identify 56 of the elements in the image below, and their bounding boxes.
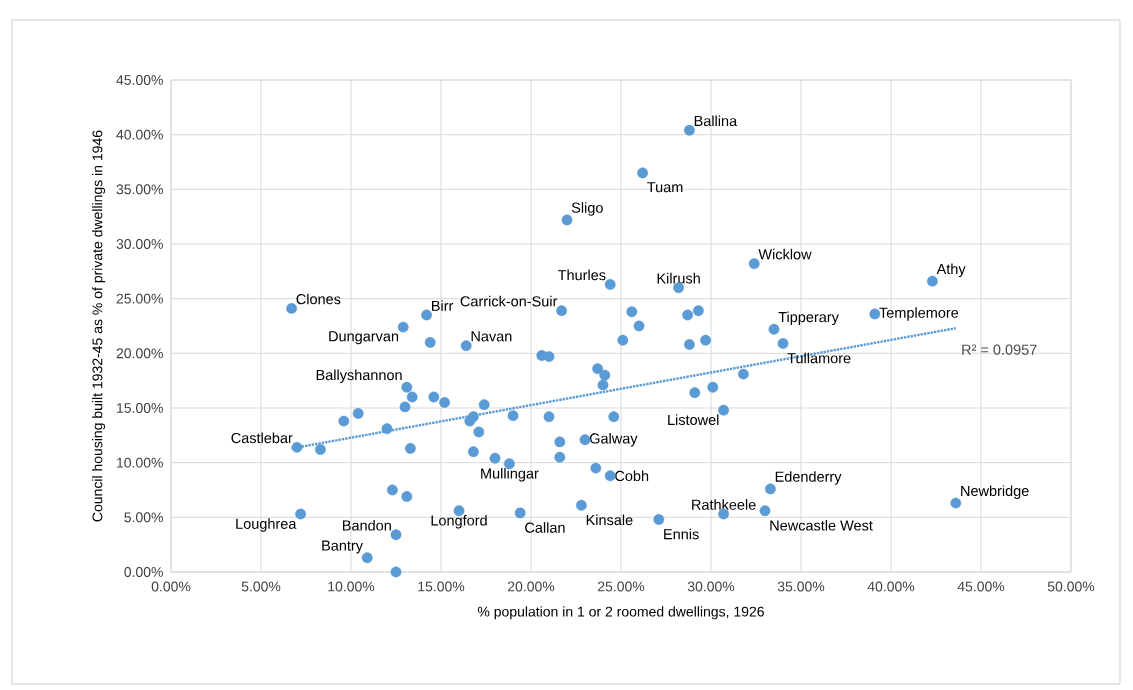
annotation: Castlebar [231,432,293,444]
x-tick-label: 20.00% [507,581,555,592]
annotation: Kilrush [657,272,700,284]
y-tick-label: 40.00% [116,129,163,140]
x-tick-label: 5.00% [241,581,281,592]
annotation: Longford [431,514,487,529]
annotation: Mullingar [481,467,539,482]
y-tick-label: 45.00% [116,75,163,85]
x-axis-title: % population in 1 or 2 roomed dwellings, 1926 [477,606,764,620]
annotation: Tipperary [778,311,839,326]
annotation: Kinsale [586,514,633,526]
annotation: Bantry [322,540,363,554]
annotation: Wicklow [758,248,812,260]
annotation: Edenderry [775,471,842,485]
annotation: Carrick-on-Suir [460,295,558,307]
annotation: Newbridge [961,485,1029,499]
annotation: Athy [936,263,966,277]
annotation: Thurles [557,269,606,281]
y-tick-label: 25.00% [116,293,163,304]
annotation: Listowel [668,414,719,426]
y-tick-label: 0.00% [124,567,163,577]
annotation: Tullamore [787,352,851,364]
annotation: Rathkeele [692,499,756,510]
annotation: Galway [589,432,638,447]
annotation: Birr [432,300,454,311]
annotation: Navan [471,331,512,342]
x-tick-label: 0.00% [151,581,191,592]
annotation: Loughrea [236,518,297,532]
y-axis-title: Council housing built 1932-45 as % of private dwellings in 1946 [92,130,106,522]
x-tick-label: 45.00% [957,581,1005,592]
annotation: Ennis [664,528,699,540]
annotation: Ballina [694,115,738,127]
y-tick-label: 15.00% [117,403,163,413]
annotation: Tuam [647,182,683,193]
annotation: Dungarvan [329,331,399,345]
y-tick-label: 35.00% [116,184,163,195]
annotation: Callan [525,522,565,533]
annotation: R² = 0.0957 [962,344,1037,355]
x-tick-label: 15.00% [418,581,465,592]
annotation: Clones [296,293,341,305]
annotation: Sligo [571,202,603,216]
annotation: Cobh [615,470,649,482]
x-tick-label: 50.00% [1047,581,1095,592]
y-tick-label: 10.00% [117,457,163,468]
y-tick-label: 30.00% [116,239,163,249]
annotation: Ballyshannon [316,369,402,384]
annotation: Newcastle West [770,519,873,531]
x-tick-label: 10.00% [328,581,375,592]
x-tick-label: 35.00% [777,581,825,592]
x-tick-label: 40.00% [867,581,915,592]
y-tick-label: 20.00% [116,348,163,359]
x-tick-label: 30.00% [687,581,735,592]
y-tick-label: 5.00% [124,512,163,523]
annotation: Bandon [343,519,391,531]
x-tick-label: 25.00% [597,581,645,592]
annotation: Templemore [879,307,959,321]
